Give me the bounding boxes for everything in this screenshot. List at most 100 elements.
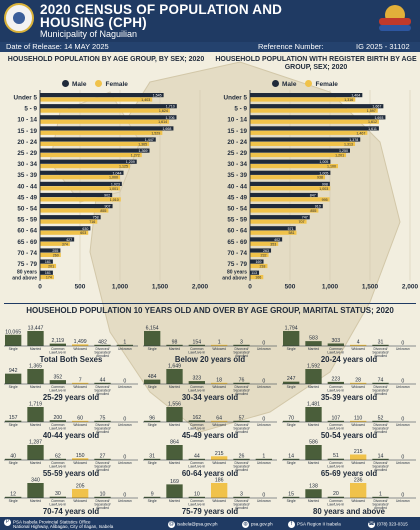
footer-website[interactable]: ◍ psa.gov.ph [242, 521, 273, 528]
municipality-name: Municipality of Naguilian [40, 29, 138, 39]
marital-value-label: 62 [55, 453, 61, 459]
marital-category-label: Divorced/ [235, 347, 249, 351]
marital-value-label: 200 [54, 415, 63, 421]
bar-male [40, 204, 113, 209]
category-label: 15 - 19 [227, 128, 247, 135]
marital-bar [49, 496, 66, 498]
marital-bar [188, 496, 205, 498]
marital-value-label: 0 [401, 417, 404, 423]
marital-category-label: Law/Live-In [188, 465, 205, 469]
bar-male [40, 170, 124, 175]
legend-male-dot [62, 80, 69, 87]
legend-female: Female [315, 81, 338, 88]
marital-group-title: 30-34 years old [182, 393, 239, 402]
data-label-female: 174 [46, 276, 52, 280]
data-label-male: 1,545 [153, 94, 162, 98]
marital-bar [94, 420, 111, 422]
marital-category-label: Divorced/ [374, 461, 388, 465]
marital-bar [27, 483, 44, 498]
category-label: 30 - 34 [227, 161, 247, 168]
data-label-male: 907 [105, 205, 111, 209]
marital-category-label: Annulled [235, 468, 248, 472]
marital-bar [5, 458, 22, 460]
globe-icon: ◍ [242, 521, 249, 528]
marital-group-title: Below 20 years old [175, 355, 245, 364]
marital-category-label: Annulled [96, 354, 109, 358]
data-label-female: 1,201 [335, 154, 344, 158]
data-label-female: 707 [299, 220, 305, 224]
marital-category-label: Divorced/ [374, 499, 388, 503]
marital-category-label: Law/Live-In [49, 389, 66, 393]
footer-phone[interactable]: ☎ (078) 323-0315 [368, 521, 408, 528]
marital-bar [372, 382, 389, 384]
marital-bar [305, 341, 322, 346]
marital-value-label: 1,365 [29, 364, 42, 370]
marital-bar [305, 407, 322, 422]
marital-value-label: 223 [332, 376, 341, 382]
bar-female [250, 263, 268, 269]
marital-value-label: 28 [355, 377, 361, 383]
marital-group-title: 20-24 years old [321, 355, 378, 364]
data-label-female: 603 [80, 231, 86, 235]
marital-value-label: 44 [100, 377, 106, 383]
marital-category-label: Married [30, 461, 41, 465]
marital-bar [116, 344, 133, 346]
marital-value-label: 2,119 [52, 338, 65, 344]
marital-bar [144, 496, 161, 498]
marital-value-label: 1,794 [285, 326, 298, 332]
marital-group-title: 60-64 years old [182, 469, 239, 478]
marital-value-label: 76 [239, 377, 245, 383]
data-label-female: 1,001 [109, 187, 118, 191]
marital-bar [372, 420, 389, 422]
bar-female [40, 152, 142, 158]
marital-category-label: Married [169, 347, 180, 351]
bar-male [250, 181, 330, 186]
bar-female [40, 197, 121, 202]
bar-female [250, 252, 269, 257]
marital-value-label: 10,065 [5, 329, 21, 335]
x-tick-label: 1,000 [322, 284, 339, 291]
footer-facebook[interactable]: f PSA Region II Isabela [288, 521, 341, 528]
bar-female [250, 141, 356, 146]
legend-female-dot [305, 80, 313, 87]
marital-value-label: 352 [54, 375, 63, 381]
data-label-female: 716 [89, 220, 95, 224]
marital-group-title: 70-74 years old [43, 507, 100, 516]
marital-category-label: Widowed [351, 347, 365, 351]
footer-email[interactable]: @ isabela@psa.gov.ph [168, 521, 218, 528]
marital-category-label: Unknown [257, 385, 271, 389]
marital-category-label: Annulled [235, 392, 248, 396]
data-label-female: 1,313 [344, 142, 353, 146]
data-label-male: 910 [315, 205, 321, 209]
category-label: 10 - 14 [227, 117, 247, 124]
bar-female [40, 164, 130, 169]
marital-value-label: 1,287 [29, 440, 42, 446]
marital-bar [211, 382, 228, 384]
bar-female [40, 119, 170, 124]
marital-category-label: Law/Live-In [327, 389, 344, 393]
marital-value-label: 205 [76, 483, 85, 489]
marital-bar [233, 458, 250, 460]
bar-male [250, 215, 310, 220]
marital-category-label: Widowed [212, 461, 226, 465]
category-label: 55 - 59 [227, 217, 247, 224]
x-tick-label: 1,500 [362, 284, 379, 291]
marital-category-label: Unknown [257, 347, 271, 351]
marital-value-label: 12 [10, 491, 16, 497]
data-label-female: 374 [62, 242, 68, 246]
category-label: 70 - 74 [227, 250, 247, 257]
data-label-female: 1,100 [327, 165, 336, 169]
data-label-male: 998 [322, 182, 328, 186]
marital-value-label: 31 [149, 453, 155, 459]
marital-group-title: 45-49 years old [182, 431, 239, 440]
category-label: 10 - 14 [17, 117, 37, 124]
marital-category-label: Widowed [212, 423, 226, 427]
title-line-2: HOUSING (CPH) [40, 15, 147, 30]
marital-category-label: Single [148, 385, 157, 389]
marital-category-label: Widowed [73, 347, 87, 351]
marital-category-label: Separated/ [233, 389, 249, 393]
marital-value-label: 74 [378, 377, 384, 383]
marital-bar [166, 344, 183, 346]
bar-male [250, 159, 331, 164]
